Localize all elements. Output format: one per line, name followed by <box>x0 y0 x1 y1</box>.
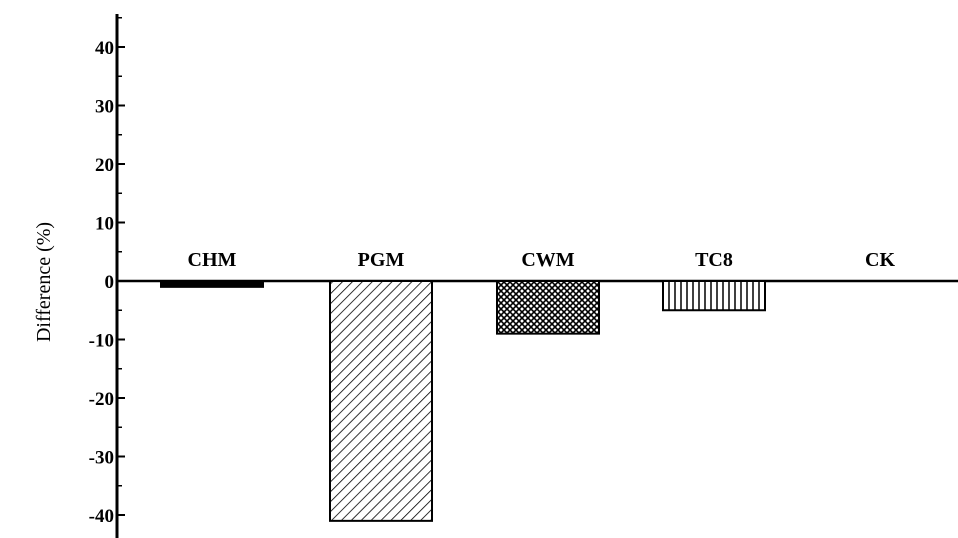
bar-series <box>160 280 766 522</box>
bar-chm <box>160 280 264 288</box>
y-tick-label: -40 <box>89 506 114 527</box>
y-tick-label: 40 <box>95 38 114 59</box>
bar-tc8 <box>662 280 766 312</box>
bar-pgm <box>329 280 433 522</box>
y-tick-label: 0 <box>105 272 115 293</box>
category-labels: CHM PGM CWM TC8 CK <box>188 249 896 271</box>
y-tick-label: 10 <box>95 214 114 235</box>
y-tick-label: 20 <box>95 155 114 176</box>
y-tick-label: -10 <box>89 331 114 352</box>
y-axis-title: Difference (%) <box>33 222 55 342</box>
category-label-tc8: TC8 <box>695 249 733 271</box>
y-tick-label: -30 <box>89 448 114 469</box>
category-label-chm: CHM <box>188 249 237 271</box>
y-tick-label: 30 <box>95 97 114 118</box>
y-axis-ticks: 40 30 20 10 0 -10 -20 -30 -40 <box>89 17 125 527</box>
category-label-ck: CK <box>865 249 895 271</box>
y-tick-label: -20 <box>89 389 114 410</box>
category-label-cwm: CWM <box>521 249 574 271</box>
category-label-pgm: PGM <box>358 249 405 271</box>
bar-cwm <box>496 280 600 335</box>
